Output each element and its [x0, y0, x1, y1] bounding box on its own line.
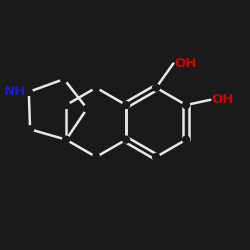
Circle shape [182, 102, 190, 108]
Circle shape [25, 88, 32, 95]
Circle shape [63, 136, 70, 143]
Circle shape [182, 136, 190, 143]
Circle shape [60, 76, 68, 82]
Circle shape [122, 102, 130, 108]
Text: OH: OH [212, 93, 234, 106]
Text: OH: OH [175, 57, 197, 70]
Circle shape [122, 136, 130, 143]
Text: NH: NH [4, 86, 26, 98]
Circle shape [92, 84, 100, 91]
Circle shape [152, 154, 160, 160]
Circle shape [63, 102, 70, 108]
Circle shape [27, 126, 34, 133]
Circle shape [92, 154, 100, 160]
Circle shape [84, 105, 90, 112]
Circle shape [152, 84, 160, 91]
